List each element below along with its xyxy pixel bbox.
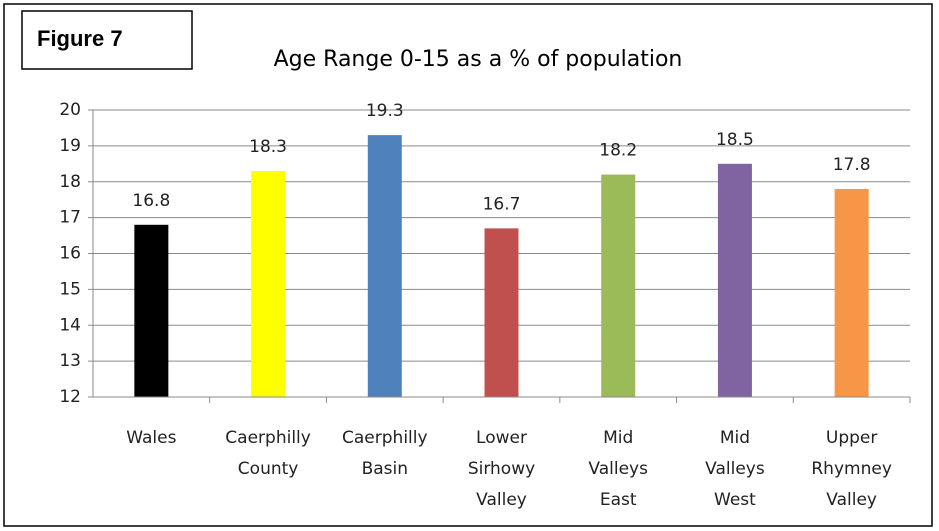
y-tick-label: 13 <box>59 351 81 371</box>
y-tick-label: 17 <box>59 208 81 228</box>
bar <box>484 228 519 397</box>
y-tick-label: 19 <box>59 136 81 156</box>
bar <box>834 188 869 397</box>
value-label: 19.3 <box>366 101 404 121</box>
x-tick-label: Caerphilly Basin <box>342 428 428 479</box>
figure-label: Figure 7 <box>37 26 123 51</box>
x-tick-label: Wales <box>126 428 176 448</box>
value-label: 18.2 <box>599 141 637 161</box>
figure-box <box>21 10 193 70</box>
bar <box>601 174 636 397</box>
x-tick-label: Upper Rhymney Valley <box>811 428 892 510</box>
x-tick-label: Mid Valleys East <box>588 428 648 510</box>
bar <box>251 170 286 397</box>
x-tick-label: Mid Valleys West <box>705 428 765 510</box>
value-label: 16.7 <box>483 194 521 214</box>
chart-title: Age Range 0-15 as a % of population <box>274 47 683 72</box>
y-tick-label: 16 <box>59 244 81 264</box>
x-tick-label: Caerphilly County <box>225 428 311 479</box>
value-label: 16.8 <box>132 191 170 211</box>
y-tick-label: 12 <box>59 387 81 407</box>
value-label: 18.5 <box>716 130 754 150</box>
y-tick-label: 18 <box>59 172 81 192</box>
bar <box>134 224 169 397</box>
y-tick-label: 15 <box>59 279 81 299</box>
y-tick-label: 20 <box>59 100 81 120</box>
value-label: 17.8 <box>833 155 871 175</box>
value-label: 18.3 <box>249 137 287 157</box>
x-tick-label: Lower Sirhowy Valley <box>468 428 535 510</box>
bar <box>717 163 752 397</box>
bar <box>367 135 402 398</box>
y-tick-label: 14 <box>59 315 81 335</box>
